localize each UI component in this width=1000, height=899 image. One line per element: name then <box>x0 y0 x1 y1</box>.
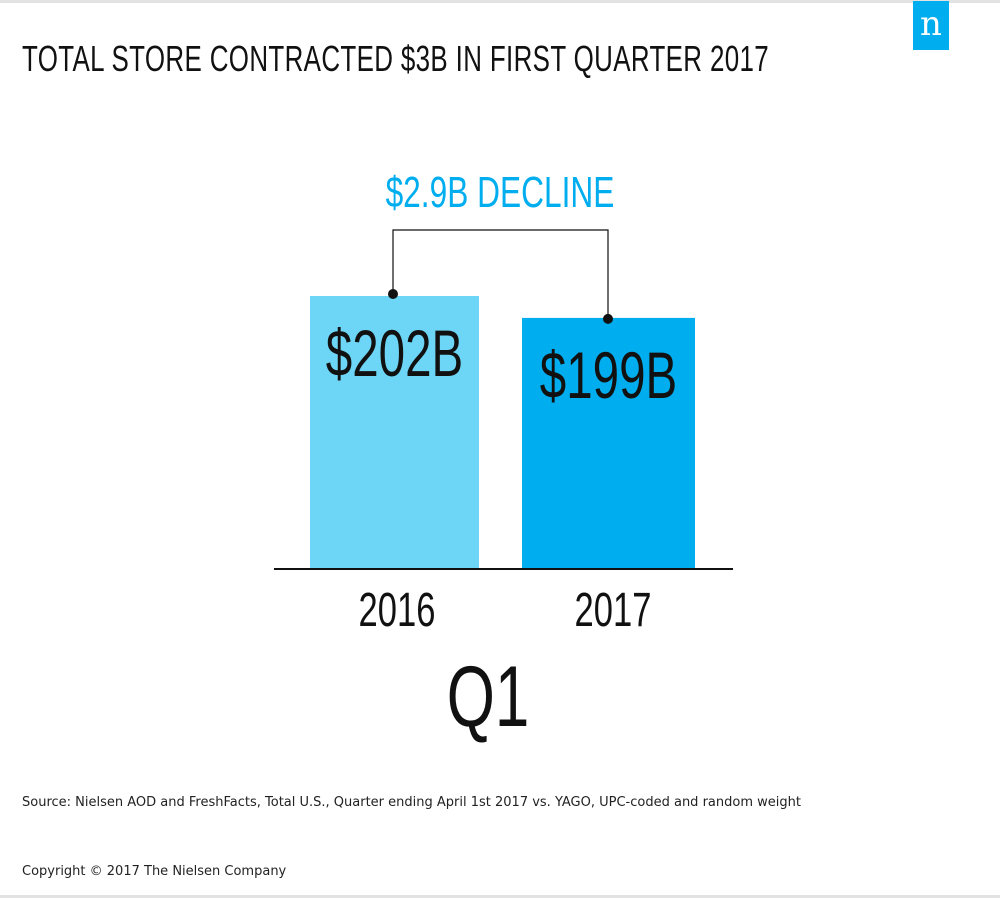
bracket-dot-2016 <box>388 289 398 299</box>
bar-2016 <box>310 296 479 568</box>
bottom-rule <box>0 895 1000 898</box>
copyright-note: Copyright © 2017 The Nielsen Company <box>22 864 287 879</box>
quarter-label: Q1 <box>447 648 530 744</box>
nielsen-logo: n <box>913 1 949 50</box>
bracket-dot-2017 <box>603 313 613 324</box>
top-rule <box>0 0 1000 3</box>
decline-annotation: $2.9B DECLINE <box>386 168 615 217</box>
bar-chart: $2.9B DECLINE $202B 2016 $199B 2017 Q1 <box>274 168 733 744</box>
value-label-2017: $199B <box>540 339 677 412</box>
category-label-2017: 2017 <box>575 582 652 636</box>
page-title: TOTAL STORE CONTRACTED $3B IN FIRST QUAR… <box>22 38 770 79</box>
category-label-2016: 2016 <box>359 582 436 636</box>
source-note: Source: Nielsen AOD and FreshFacts, Tota… <box>22 795 801 810</box>
bar-2017 <box>522 317 695 568</box>
value-label-2016: $202B <box>326 317 463 390</box>
decline-bracket <box>392 229 609 319</box>
